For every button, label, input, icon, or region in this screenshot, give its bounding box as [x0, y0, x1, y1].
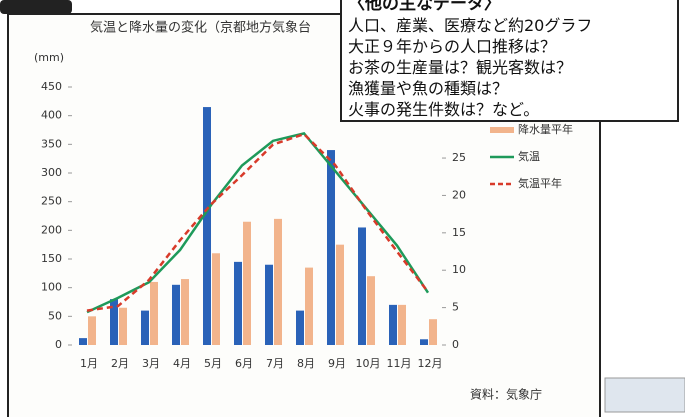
y-tick-label: 150	[41, 252, 62, 265]
y2-tick-label: 25	[452, 151, 466, 164]
x-tick-label: 11月	[387, 357, 412, 370]
bar	[336, 244, 344, 345]
x-tick-label: 10月	[356, 357, 381, 370]
info-line: お茶の生産量は？観光客数は？	[348, 58, 573, 77]
info-heading: 〈他の主なデータ〉	[348, 0, 501, 14]
y2-tick-label: 0	[452, 338, 459, 351]
bar	[150, 281, 158, 345]
bar	[358, 227, 366, 345]
info-box: 〈他の主なデータ〉 人口、産業、医療など約20グラフ 大正９年からの人口推移は？…	[340, 0, 679, 122]
bar	[274, 218, 282, 345]
source: 資料：気象庁	[470, 387, 542, 402]
x-tick-label: 5月	[204, 357, 222, 370]
bar	[243, 221, 251, 345]
y-tick-label: 400	[41, 109, 62, 122]
bar	[79, 338, 87, 345]
x-tick-label: 9月	[328, 357, 346, 370]
x-tick-label: 8月	[297, 357, 315, 370]
bar	[389, 304, 397, 345]
bar	[88, 316, 96, 345]
bar	[110, 299, 118, 345]
bar	[119, 307, 127, 345]
y-tick-label: 300	[41, 166, 62, 179]
x-tick-label: 6月	[235, 357, 253, 370]
x-tick-label: 3月	[142, 357, 160, 370]
x-tick-label: 1月	[80, 357, 98, 370]
x-tick-label: 2月	[111, 357, 129, 370]
x-tick-label: 4月	[173, 357, 191, 370]
info-line: 人口、産業、医療など約20グラフ	[348, 16, 593, 35]
x-tick-label: 12月	[418, 357, 443, 370]
bar	[305, 267, 313, 345]
y2-tick-label: 20	[452, 188, 466, 201]
y-tick-label: 50	[48, 309, 62, 322]
bar	[296, 310, 304, 345]
legend-label: 気温平年	[518, 176, 562, 190]
legend-swatch	[490, 127, 514, 133]
y2-tick-label: 5	[452, 301, 459, 314]
thumbnail	[604, 377, 685, 413]
x-tick-label: 7月	[266, 357, 284, 370]
y2-tick-label: 10	[452, 263, 466, 276]
info-line: 大正９年からの人口推移は？	[348, 37, 557, 56]
legend-label: 気温	[518, 149, 540, 163]
info-line: 火事の発生件数は？など。	[348, 100, 540, 119]
y-tick-label: 100	[41, 281, 62, 294]
y-axis-label: (mm)	[34, 51, 64, 64]
tab	[0, 0, 72, 14]
line	[86, 132, 429, 312]
y-tick-label: 0	[55, 338, 62, 351]
bar	[420, 339, 428, 345]
bar	[327, 150, 335, 345]
y2-tick-label: 15	[452, 226, 466, 239]
chart-title: 気温と降水量の変化（京都地方気象台	[90, 20, 311, 36]
y-tick-label: 250	[41, 195, 62, 208]
bar	[265, 264, 273, 345]
bar	[203, 107, 211, 345]
bar	[367, 276, 375, 345]
info-line: 漁獲量や魚の種類は？	[348, 79, 509, 98]
y-tick-label: 200	[41, 223, 62, 236]
y-tick-label: 350	[41, 137, 62, 150]
bar	[172, 284, 180, 345]
bar	[429, 319, 437, 345]
bar	[141, 310, 149, 345]
legend-label: 降水量平年	[518, 122, 573, 136]
y-tick-label: 450	[41, 80, 62, 93]
bar	[398, 304, 406, 345]
bar	[212, 253, 220, 345]
bar	[181, 279, 189, 345]
bar	[234, 261, 242, 345]
